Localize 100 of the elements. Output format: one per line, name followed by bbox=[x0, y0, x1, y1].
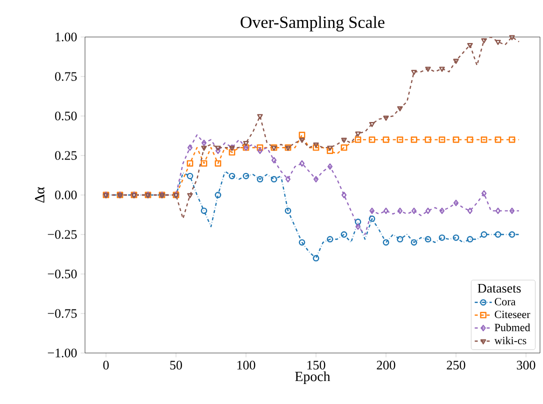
point bbox=[312, 255, 320, 262]
point bbox=[285, 176, 291, 182]
point bbox=[466, 136, 474, 143]
point bbox=[340, 144, 348, 151]
point bbox=[257, 148, 263, 154]
point bbox=[200, 208, 208, 214]
point bbox=[228, 149, 236, 156]
point bbox=[186, 172, 194, 180]
point bbox=[480, 136, 488, 143]
point bbox=[411, 70, 417, 75]
point bbox=[383, 116, 389, 121]
x-tick-label: 300 bbox=[516, 360, 536, 370]
point bbox=[298, 239, 306, 246]
x-axis-title: Epoch bbox=[295, 371, 330, 384]
point bbox=[228, 172, 236, 180]
point bbox=[369, 122, 375, 128]
point bbox=[495, 208, 501, 214]
point bbox=[200, 160, 208, 167]
point bbox=[214, 160, 222, 167]
point bbox=[425, 208, 431, 214]
point bbox=[201, 140, 207, 146]
point bbox=[453, 200, 459, 206]
x-tick-label: 100 bbox=[237, 360, 256, 370]
point bbox=[270, 176, 278, 182]
chart-title: Over-Sampling Scale bbox=[240, 16, 384, 32]
point bbox=[424, 236, 432, 242]
y-tick-label: 0.50 bbox=[55, 112, 77, 120]
point bbox=[242, 172, 250, 180]
point bbox=[438, 234, 446, 241]
point bbox=[354, 136, 362, 143]
x-tick-label: 250 bbox=[446, 360, 466, 370]
legend-label: Cora bbox=[494, 298, 516, 306]
point bbox=[299, 160, 305, 167]
point bbox=[369, 208, 375, 214]
point bbox=[509, 208, 515, 214]
point bbox=[481, 190, 487, 197]
legend-label: Pubmed bbox=[494, 323, 530, 332]
point bbox=[299, 138, 305, 143]
point bbox=[186, 160, 194, 167]
point bbox=[284, 208, 292, 214]
point bbox=[494, 231, 502, 238]
point bbox=[466, 236, 474, 242]
point bbox=[439, 66, 445, 72]
point bbox=[396, 236, 404, 242]
point bbox=[215, 146, 221, 151]
point bbox=[508, 231, 516, 238]
legend-label: wiki-cs bbox=[494, 336, 526, 344]
point bbox=[452, 136, 460, 143]
point bbox=[382, 136, 390, 143]
point bbox=[481, 38, 487, 44]
point bbox=[215, 148, 221, 154]
point bbox=[354, 218, 362, 226]
point bbox=[396, 136, 404, 143]
point bbox=[467, 43, 473, 48]
point bbox=[438, 136, 446, 143]
point bbox=[439, 208, 445, 214]
point bbox=[298, 132, 306, 138]
point bbox=[508, 136, 516, 143]
point bbox=[326, 148, 334, 154]
y-tick-label: −1.00 bbox=[48, 348, 77, 358]
point bbox=[368, 136, 376, 143]
point bbox=[509, 35, 515, 40]
y-tick-label: 0.75 bbox=[55, 72, 77, 81]
y-axis-title: Δα bbox=[35, 187, 44, 203]
y-tick-label: −0.50 bbox=[48, 270, 77, 278]
point bbox=[340, 231, 348, 238]
point bbox=[313, 142, 319, 148]
point bbox=[411, 208, 417, 214]
point bbox=[383, 208, 389, 214]
point bbox=[341, 138, 347, 143]
y-tick-label: −0.25 bbox=[48, 230, 77, 239]
point bbox=[382, 239, 390, 246]
point bbox=[271, 157, 277, 164]
point bbox=[313, 176, 319, 182]
point bbox=[201, 146, 207, 151]
legend-label: Citeseer bbox=[494, 310, 530, 318]
point bbox=[397, 106, 403, 112]
point bbox=[452, 234, 460, 241]
point bbox=[257, 114, 263, 120]
point bbox=[256, 176, 264, 182]
point bbox=[495, 40, 501, 45]
point bbox=[424, 136, 432, 143]
point bbox=[355, 223, 361, 230]
point bbox=[341, 192, 347, 198]
point bbox=[214, 192, 222, 198]
point bbox=[480, 231, 488, 238]
y-tick-label: −0.75 bbox=[48, 309, 77, 318]
point bbox=[425, 66, 431, 72]
x-tick-label: 150 bbox=[307, 360, 326, 370]
point bbox=[368, 216, 376, 222]
y-tick-label: 0.00 bbox=[55, 190, 77, 200]
point bbox=[467, 208, 473, 214]
y-tick-label: 1.00 bbox=[56, 32, 77, 42]
point bbox=[187, 193, 193, 198]
point bbox=[410, 239, 418, 246]
x-tick-label: 0 bbox=[103, 360, 109, 370]
point bbox=[494, 136, 502, 143]
y-tick-label: 0.25 bbox=[55, 151, 77, 160]
point bbox=[187, 144, 193, 151]
legend-title: Datasets bbox=[478, 284, 521, 293]
